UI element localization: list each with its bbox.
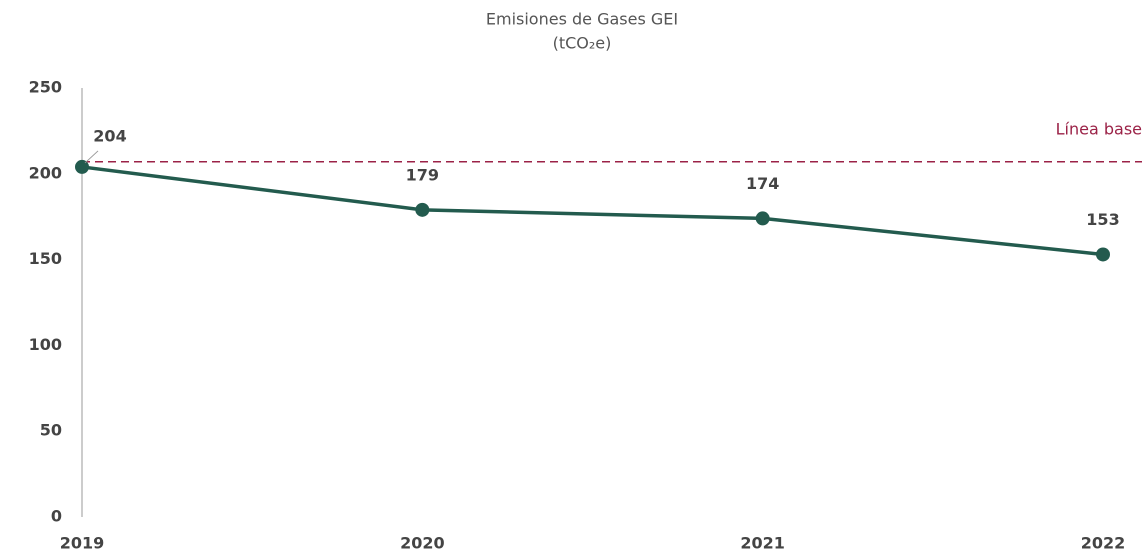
point: [415, 202, 430, 217]
point: [755, 211, 770, 226]
y-tick-label: 0: [51, 507, 62, 526]
y-tick-label: 150: [29, 249, 62, 268]
point: [75, 159, 89, 174]
baseline-label: Línea base: [1056, 119, 1142, 138]
y-tick-label: 100: [29, 335, 62, 354]
x-tick-label: 2019: [60, 534, 105, 553]
x-tick-label: 2020: [400, 534, 445, 553]
y-tick-label: 200: [29, 163, 62, 182]
data-label: 174: [746, 174, 779, 193]
y-tick-label: 250: [29, 78, 62, 97]
line: [81, 165, 1104, 257]
x-tick-label: 2022: [1081, 534, 1126, 553]
leader-line: [84, 150, 99, 164]
point: [1096, 247, 1110, 262]
x-tick-label: 2021: [740, 534, 785, 553]
data-label: 179: [406, 165, 439, 184]
chart-subtitle: (tCO₂e): [553, 34, 612, 53]
data-label: 153: [1086, 210, 1119, 229]
data-label: 204: [93, 126, 126, 145]
chart-title: Emisiones de Gases GEI: [486, 10, 678, 29]
y-tick-label: 50: [40, 421, 62, 440]
